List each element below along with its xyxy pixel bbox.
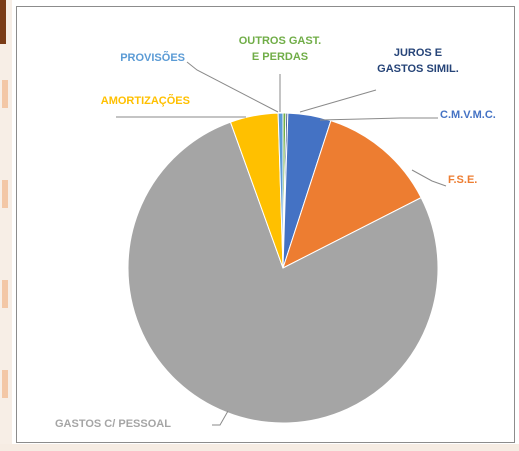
left-margin-band (2, 80, 8, 108)
left-margin-strip (0, 0, 12, 451)
left-margin-band (2, 180, 8, 208)
left-margin-band (2, 370, 8, 398)
data-label: GASTOS C/ PESSOAL (55, 418, 171, 430)
left-margin-dark-block (0, 0, 6, 44)
data-label-line: C.M.V.M.C. (440, 109, 496, 121)
leader-line (411, 169, 447, 187)
data-label: F.S.E. (448, 174, 477, 186)
data-label-line: E PERDAS (252, 51, 308, 63)
left-margin-band (2, 280, 8, 308)
data-label: JUROS E GASTOS SIMIL. (377, 47, 459, 75)
leader-line (212, 410, 229, 426)
data-label-line: F.S.E. (448, 174, 477, 186)
data-label: OUTROS GAST. E PERDAS (239, 35, 322, 63)
data-labels: OUTROS GAST. E PERDAS JUROS E GASTOS SIMIL.… (55, 35, 496, 430)
data-label: AMORTIZAÇÕES (101, 94, 190, 107)
leader-line (186, 61, 279, 113)
leader-line (299, 89, 377, 113)
bottom-margin-band (0, 444, 519, 451)
data-label-line: JUROS E (394, 47, 442, 59)
pie-slices (127, 112, 439, 424)
data-label-line: PROVISÕES (120, 51, 185, 64)
pie-slice (127, 121, 439, 424)
data-label-line: GASTOS SIMIL. (377, 63, 459, 75)
data-label-line: AMORTIZAÇÕES (101, 94, 190, 107)
data-label-line: OUTROS GAST. (239, 35, 322, 47)
data-label: PROVISÕES (120, 51, 185, 64)
leader-lines (116, 61, 447, 426)
pie-slice (277, 112, 284, 269)
pie-slice (282, 119, 422, 269)
data-label-line: GASTOS C/ PESSOAL (55, 418, 171, 430)
leader-line (319, 117, 438, 121)
data-label: C.M.V.M.C. (440, 109, 496, 121)
